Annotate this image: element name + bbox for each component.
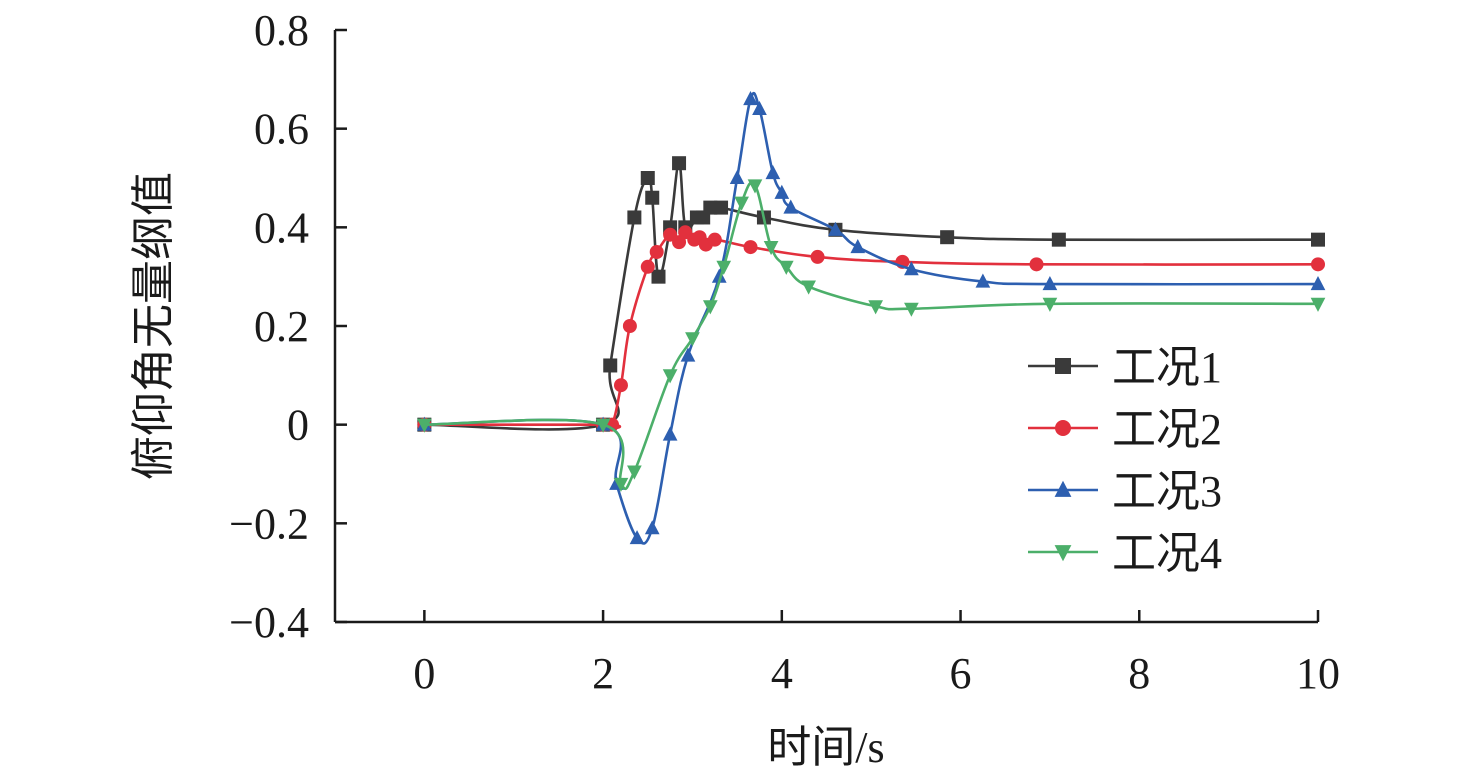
series-3	[417, 91, 1326, 545]
x-tick-label: 8	[1128, 649, 1150, 698]
data-point	[1055, 358, 1071, 374]
series-layer	[417, 91, 1326, 545]
data-point	[1054, 480, 1072, 497]
data-point	[783, 199, 799, 214]
data-point	[672, 156, 687, 171]
y-tick-label: 0.8	[254, 6, 309, 55]
y-axis-title: 俯仰角无量纲值	[129, 172, 178, 480]
data-point	[1054, 545, 1072, 562]
y-tick-label: 0.6	[254, 105, 309, 154]
y-tick-label: 0	[287, 401, 309, 450]
x-tick-label: 0	[413, 649, 435, 698]
data-point	[662, 369, 678, 384]
data-point	[645, 190, 660, 205]
data-point	[734, 196, 749, 211]
series-4	[417, 179, 1326, 492]
data-point	[685, 332, 700, 347]
series-2	[417, 225, 1325, 432]
data-point	[975, 273, 991, 288]
data-point	[680, 347, 696, 362]
data-point	[850, 239, 866, 254]
y-tick-label: 0.4	[254, 203, 309, 252]
x-tick-label: 2	[592, 649, 614, 698]
data-point	[752, 100, 767, 115]
x-tick-label: 10	[1296, 649, 1340, 698]
data-point	[774, 184, 790, 199]
data-point	[711, 268, 727, 283]
data-point	[716, 260, 732, 275]
data-point	[1055, 420, 1071, 436]
data-point	[940, 230, 955, 245]
data-point	[640, 259, 655, 274]
y-tick-label: −0.4	[229, 598, 309, 647]
data-point	[702, 300, 718, 315]
data-point	[417, 418, 432, 433]
data-point	[743, 91, 758, 106]
data-point	[904, 261, 919, 276]
legend-label: 工况2	[1112, 405, 1222, 454]
data-point	[662, 426, 678, 441]
data-point	[707, 232, 722, 247]
data-point	[603, 358, 618, 373]
legend: 工况1 工况2 工况3 工况4	[1028, 343, 1222, 578]
y-tick-label: 0.2	[254, 302, 309, 351]
data-point	[613, 378, 628, 393]
data-point	[644, 520, 660, 535]
legend-item-3: 工况3	[1028, 467, 1222, 516]
data-point	[828, 221, 843, 236]
data-point	[651, 269, 666, 284]
data-point	[763, 241, 779, 256]
data-point	[1042, 297, 1058, 312]
y-tick-label: −0.2	[229, 499, 309, 548]
data-point	[627, 210, 642, 225]
legend-label: 工况1	[1112, 343, 1222, 392]
data-point	[810, 249, 825, 264]
axes: −0.4 −0.2 0 0.2 0.4 0.6 0.8 0 2 4 6 8 10	[229, 6, 1340, 698]
data-point	[629, 530, 645, 545]
data-point	[743, 240, 758, 255]
data-point	[1310, 276, 1326, 291]
data-point	[1042, 276, 1058, 291]
legend-label: 工况4	[1112, 529, 1222, 578]
data-point	[627, 465, 642, 480]
data-point	[1029, 257, 1044, 272]
data-point	[1311, 257, 1325, 272]
legend-label: 工况3	[1112, 467, 1222, 516]
x-tick-label: 4	[771, 649, 793, 698]
data-point	[595, 418, 611, 433]
data-point	[778, 260, 794, 275]
legend-item-1: 工况1	[1028, 343, 1222, 392]
data-point	[1051, 232, 1066, 247]
data-point	[765, 165, 781, 180]
data-point	[729, 169, 745, 185]
data-point	[640, 171, 655, 185]
data-point	[904, 302, 919, 317]
data-point	[703, 200, 718, 215]
legend-item-4: 工况4	[1028, 529, 1222, 578]
data-point	[613, 477, 629, 492]
data-point	[714, 200, 729, 215]
data-point	[1310, 297, 1326, 312]
x-tick-label: 6	[950, 649, 972, 698]
series-line	[424, 230, 1319, 430]
data-point	[1311, 232, 1325, 247]
data-point	[622, 319, 637, 333]
data-point	[649, 245, 664, 259]
x-axis-title: 时间/s	[767, 723, 884, 772]
data-point	[868, 300, 883, 315]
legend-item-2: 工况2	[1028, 405, 1222, 454]
data-point	[801, 280, 816, 295]
data-point	[747, 179, 763, 194]
